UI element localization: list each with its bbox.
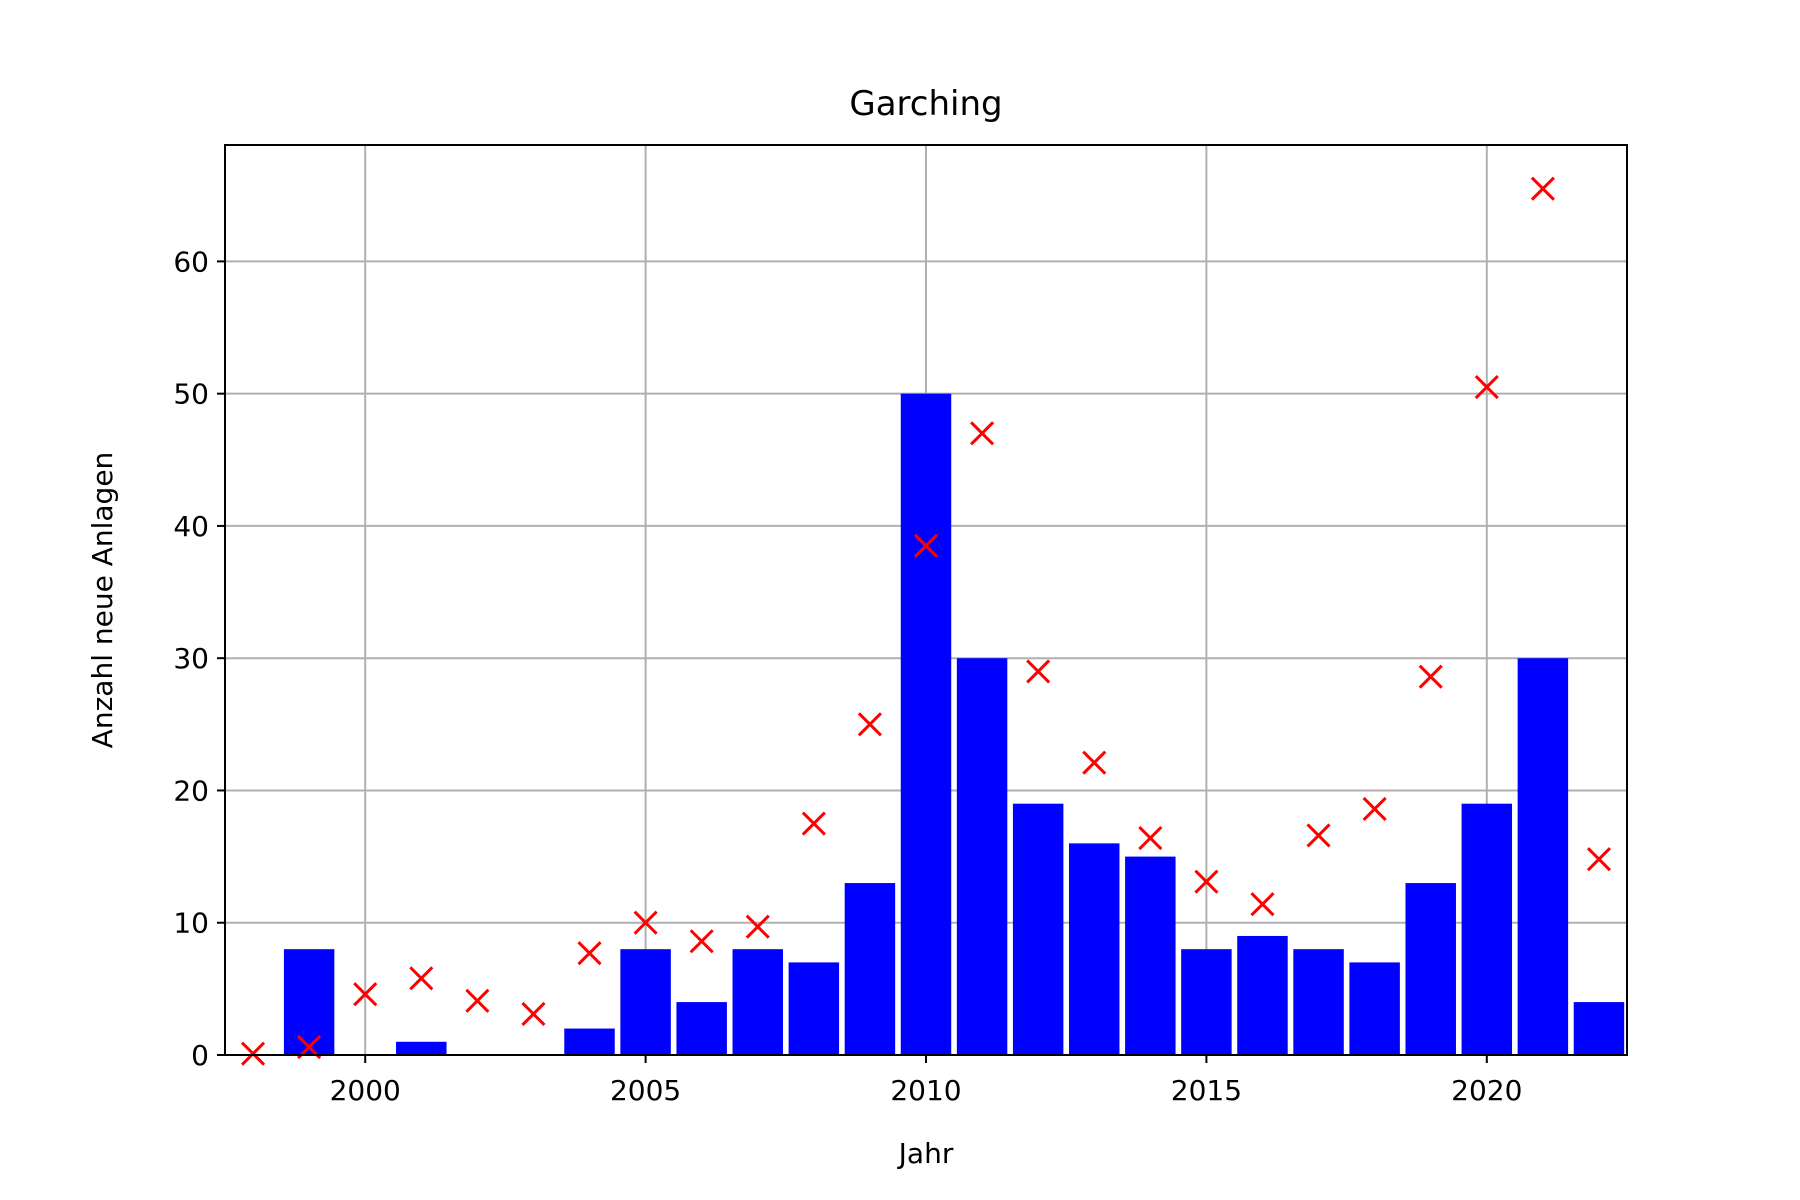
bar-2019 [1405,883,1456,1055]
bar-2014 [1125,856,1176,1055]
x-tick-label: 2020 [1451,1074,1522,1107]
marker-2018 [1362,796,1387,822]
y-axis-label: Anzahl neue Anlagen [86,452,119,749]
marker-2010 [913,533,939,558]
x-tick-label: 2000 [330,1074,401,1107]
marker-2020 [1474,374,1499,400]
marker-2009 [857,712,882,737]
marker-2008 [801,811,826,836]
marker-2007 [745,914,770,939]
bar-2012 [1012,803,1064,1055]
bar-2005 [620,949,671,1055]
bar-2015 [1181,949,1232,1055]
bar-2010 [900,393,952,1055]
bar-1999 [283,949,335,1055]
bar-2008 [788,962,840,1055]
y-tick-label: 0 [191,1039,209,1072]
y-tick-label: 40 [173,510,209,543]
y-tick-label: 10 [173,907,209,940]
bar-2017 [1293,949,1344,1055]
marker-2011 [970,421,995,446]
marker-2003 [521,1001,546,1027]
marker-2017 [1306,823,1331,848]
bar-2020 [1461,803,1513,1055]
marker-2015 [1194,869,1219,894]
marker-2001 [409,966,434,991]
x-axis-label: Jahr [897,1137,954,1170]
marker-2002 [465,988,490,1013]
x-axis: 2000 2005 2010 2015 2020 [330,1055,1522,1107]
marker-2021 [1530,176,1555,201]
marker-2005 [633,910,658,935]
y-tick-label: 30 [173,642,209,675]
y-tick-label: 50 [173,378,209,411]
marker-2013 [1082,750,1107,775]
marker-2004 [577,941,602,966]
chart-title: Garching [849,84,1002,124]
y-tick-label: 20 [173,774,209,807]
x-tick-label: 2010 [890,1074,961,1107]
bar-2011 [956,658,1008,1055]
y-axis: 0 10 20 30 40 50 60 [173,245,225,1072]
bar-2009 [844,883,896,1055]
bar-series [283,393,1625,1055]
bar-2018 [1349,962,1400,1055]
x-tick-label: 2015 [1171,1074,1242,1107]
bar-2006 [676,1002,727,1055]
marker-2016 [1250,892,1275,917]
bar-2022 [1573,1002,1625,1055]
marker-2012 [1026,659,1051,684]
bar-2021 [1517,658,1569,1055]
marker-2022 [1586,847,1612,872]
marker-2000 [353,982,378,1007]
marker-2014 [1138,826,1163,851]
marker-2019 [1418,664,1443,689]
bar-2013 [1069,843,1120,1055]
y-tick-label: 60 [173,245,209,278]
marker-2006 [689,929,714,954]
bar-2001 [396,1041,447,1055]
bar-2007 [732,949,783,1055]
x-tick-label: 2005 [610,1074,681,1107]
marker-series [240,176,1612,1066]
marker-1998 [240,1041,266,1066]
bar-2004 [564,1028,615,1055]
bar-2016 [1237,935,1288,1055]
